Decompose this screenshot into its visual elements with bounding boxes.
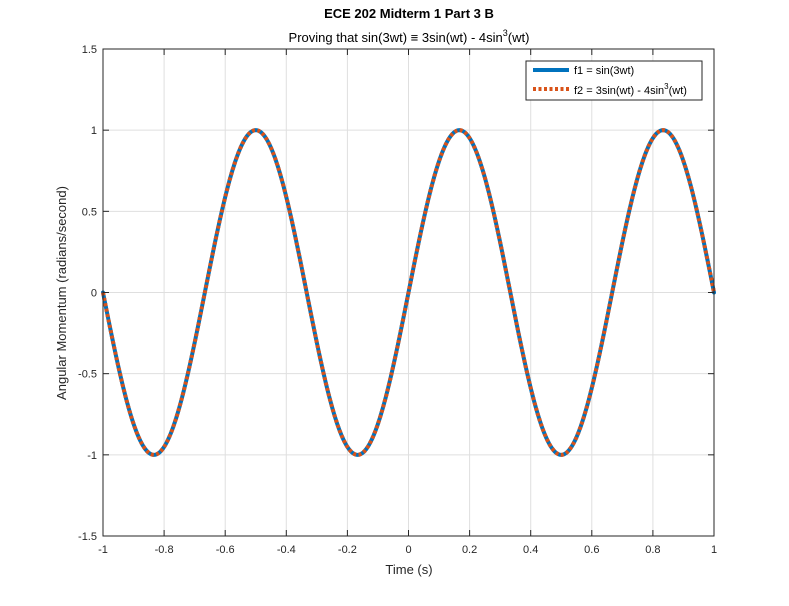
x-axis-label: Time (s) xyxy=(385,562,432,577)
legend-label-f2-suffix: (wt) xyxy=(669,85,687,97)
legend-label-f2-prefix: f2 = 3sin(wt) - 4sin xyxy=(574,85,664,97)
y-tick-labels: -1.5 -1 -0.5 0 0.5 1 1.5 xyxy=(78,44,97,543)
x-tick-label: 0.2 xyxy=(462,544,477,556)
subtitle-prefix: Proving that sin(3wt) xyxy=(289,30,411,45)
y-axis-label: Angular Momentum (radians/second) xyxy=(54,186,69,400)
tick-marks xyxy=(102,48,715,537)
x-tick-label: 0.6 xyxy=(584,544,599,556)
chart-title: ECE 202 Midterm 1 Part 3 B xyxy=(324,6,494,21)
x-tick-label: -1 xyxy=(98,544,108,556)
subtitle-superscript: 3 xyxy=(503,28,508,38)
legend: f1 = sin(3wt) f2 = 3sin(wt) - 4sin3(wt) xyxy=(525,60,703,101)
subtitle-suffix: (wt) xyxy=(508,30,530,45)
chart-subtitle: Proving that sin(3wt) ≡ 3sin(wt) - 4sin3… xyxy=(289,28,530,45)
x-tick-label: -0.6 xyxy=(216,544,235,556)
y-tick-label: 0.5 xyxy=(82,206,97,218)
y-tick-label: 1.5 xyxy=(82,44,97,56)
x-tick-label: 1 xyxy=(711,544,717,556)
y-tick-label: 0 xyxy=(91,288,97,300)
x-tick-label: 0.4 xyxy=(523,544,538,556)
y-tick-label: -1 xyxy=(87,450,97,462)
legend-label-f2-superscript: 3 xyxy=(664,82,669,91)
x-tick-labels: -1 -0.8 -0.6 -0.4 -0.2 0 0.2 0.4 0.6 0.8 1 xyxy=(98,544,717,556)
x-tick-label: 0.8 xyxy=(645,544,660,556)
y-tick-label: -1.5 xyxy=(78,531,97,543)
series-layer xyxy=(101,128,716,457)
x-tick-label: -0.8 xyxy=(155,544,174,556)
x-tick-label: -0.4 xyxy=(277,544,296,556)
legend-label-f1: f1 = sin(3wt) xyxy=(574,65,634,77)
legend-box xyxy=(525,60,703,101)
x-tick-label: -0.2 xyxy=(338,544,357,556)
series-f2-line xyxy=(101,128,716,457)
subtitle-middle: 3sin(wt) - 4sin xyxy=(418,30,503,45)
subtitle-equivalence-symbol: ≡ xyxy=(411,30,419,45)
y-tick-label: 1 xyxy=(91,125,97,137)
x-tick-label: 0 xyxy=(405,544,411,556)
y-tick-label: -0.5 xyxy=(78,369,97,381)
legend-label-f2: f2 = 3sin(wt) - 4sin3(wt) xyxy=(574,82,687,97)
